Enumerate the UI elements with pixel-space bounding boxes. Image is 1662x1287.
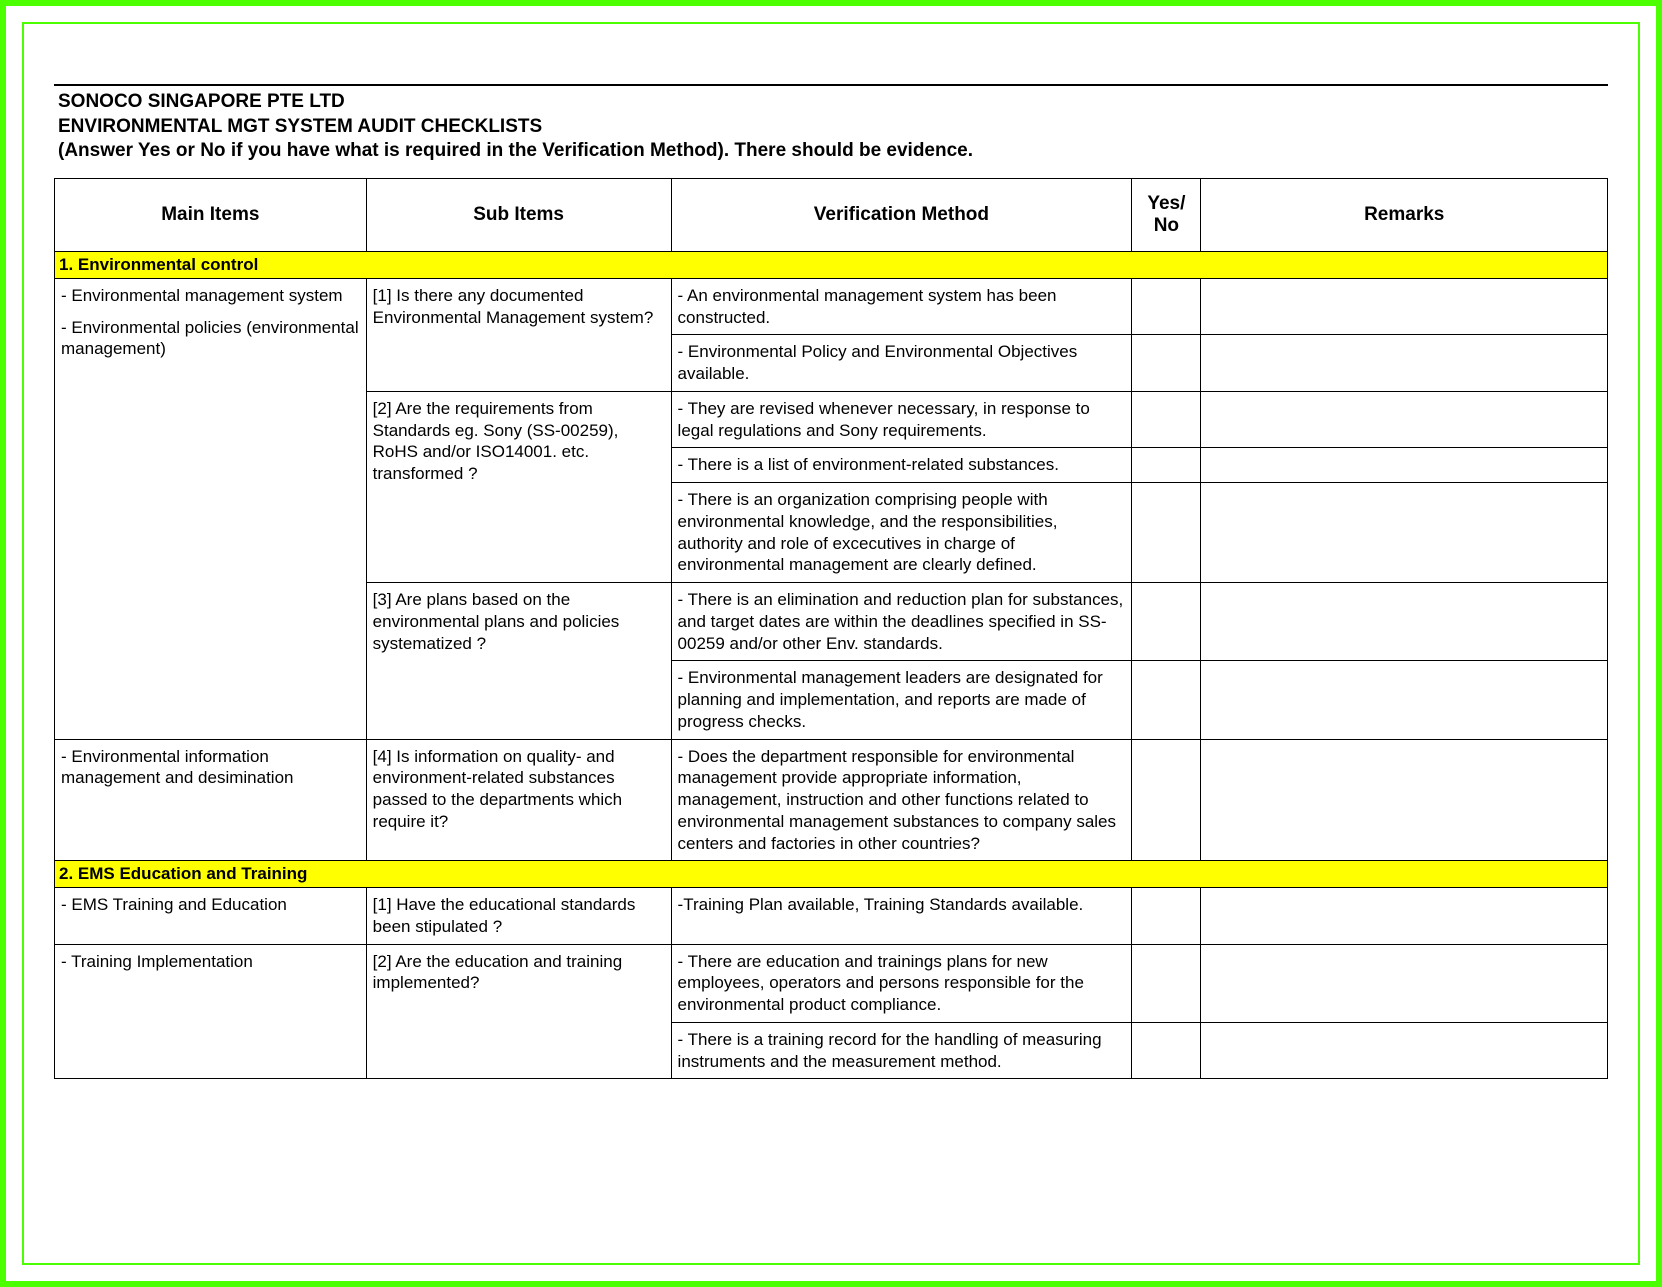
remarks-cell[interactable] [1201,335,1608,392]
verification-cell: - Does the department responsible for en… [671,739,1132,861]
sub-item-cell: [3] Are plans based on the environmental… [366,583,671,740]
checklist-tbody: 1. Environmental control- Environmental … [55,252,1608,1079]
main-item-cell: - EMS Training and Education [55,888,367,945]
remarks-cell[interactable] [1201,583,1608,661]
verification-cell: - There is a training record for the han… [671,1022,1132,1079]
remarks-cell[interactable] [1201,944,1608,1022]
section-row: 1. Environmental control [55,252,1608,279]
sub-item-cell: [1] Have the educational standards been … [366,888,671,945]
yesno-cell[interactable] [1132,739,1201,861]
yesno-cell[interactable] [1132,1022,1201,1079]
table-row: - Training Implementation[2] Are the edu… [55,944,1608,1022]
outer-frame: SONOCO SINGAPORE PTE LTD ENVIRONMENTAL M… [0,0,1662,1287]
yesno-cell[interactable] [1132,448,1201,483]
verification-cell: - There is a list of environment-related… [671,448,1132,483]
remarks-cell[interactable] [1201,739,1608,861]
col-header-main: Main Items [55,179,367,252]
col-header-yesno: Yes/ No [1132,179,1201,252]
checklist-table: Main Items Sub Items Verification Method… [54,178,1608,1079]
section-label: 2. EMS Education and Training [55,861,1608,888]
main-item-cell: - Training Implementation [55,944,367,1079]
remarks-cell[interactable] [1201,1022,1608,1079]
yesno-cell[interactable] [1132,661,1201,739]
inner-frame: SONOCO SINGAPORE PTE LTD ENVIRONMENTAL M… [22,22,1640,1265]
verification-cell: - Environmental management leaders are d… [671,661,1132,739]
col-header-remarks: Remarks [1201,179,1608,252]
verification-cell: - They are revised whenever necessary, i… [671,391,1132,448]
sub-item-cell: [1] Is there any documented Environmenta… [366,278,671,391]
verification-cell: - There is an organization comprising pe… [671,483,1132,583]
document-header: SONOCO SINGAPORE PTE LTD ENVIRONMENTAL M… [54,84,1608,166]
sub-item-cell: [2] Are the education and training imple… [366,944,671,1079]
verification-cell: -Training Plan available, Training Stand… [671,888,1132,945]
table-header-row: Main Items Sub Items Verification Method… [55,179,1608,252]
remarks-cell[interactable] [1201,448,1608,483]
sub-item-cell: [4] Is information on quality- and envir… [366,739,671,861]
verification-cell: - Environmental Policy and Environmental… [671,335,1132,392]
table-row: - Environmental information management a… [55,739,1608,861]
yesno-cell[interactable] [1132,583,1201,661]
main-item-cell: - Environmental management system- Envir… [55,278,367,739]
table-row: - Environmental management system- Envir… [55,278,1608,335]
company-name: SONOCO SINGAPORE PTE LTD [58,90,1604,115]
verification-cell: - There is an elimination and reduction … [671,583,1132,661]
remarks-cell[interactable] [1201,278,1608,335]
section-label: 1. Environmental control [55,252,1608,279]
yesno-cell[interactable] [1132,944,1201,1022]
verification-cell: - An environmental management system has… [671,278,1132,335]
remarks-cell[interactable] [1201,391,1608,448]
section-row: 2. EMS Education and Training [55,861,1608,888]
yesno-cell[interactable] [1132,483,1201,583]
yesno-cell[interactable] [1132,278,1201,335]
remarks-cell[interactable] [1201,661,1608,739]
document-instruction: (Answer Yes or No if you have what is re… [58,139,1604,164]
sub-item-cell: [2] Are the requirements from Standards … [366,391,671,582]
document-title: ENVIRONMENTAL MGT SYSTEM AUDIT CHECKLIST… [58,115,1604,140]
yesno-cell[interactable] [1132,888,1201,945]
table-row: - EMS Training and Education[1] Have the… [55,888,1608,945]
remarks-cell[interactable] [1201,483,1608,583]
remarks-cell[interactable] [1201,888,1608,945]
yesno-cell[interactable] [1132,391,1201,448]
col-header-verification: Verification Method [671,179,1132,252]
verification-cell: - There are education and trainings plan… [671,944,1132,1022]
main-item-cell: - Environmental information management a… [55,739,367,861]
col-header-sub: Sub Items [366,179,671,252]
yesno-cell[interactable] [1132,335,1201,392]
